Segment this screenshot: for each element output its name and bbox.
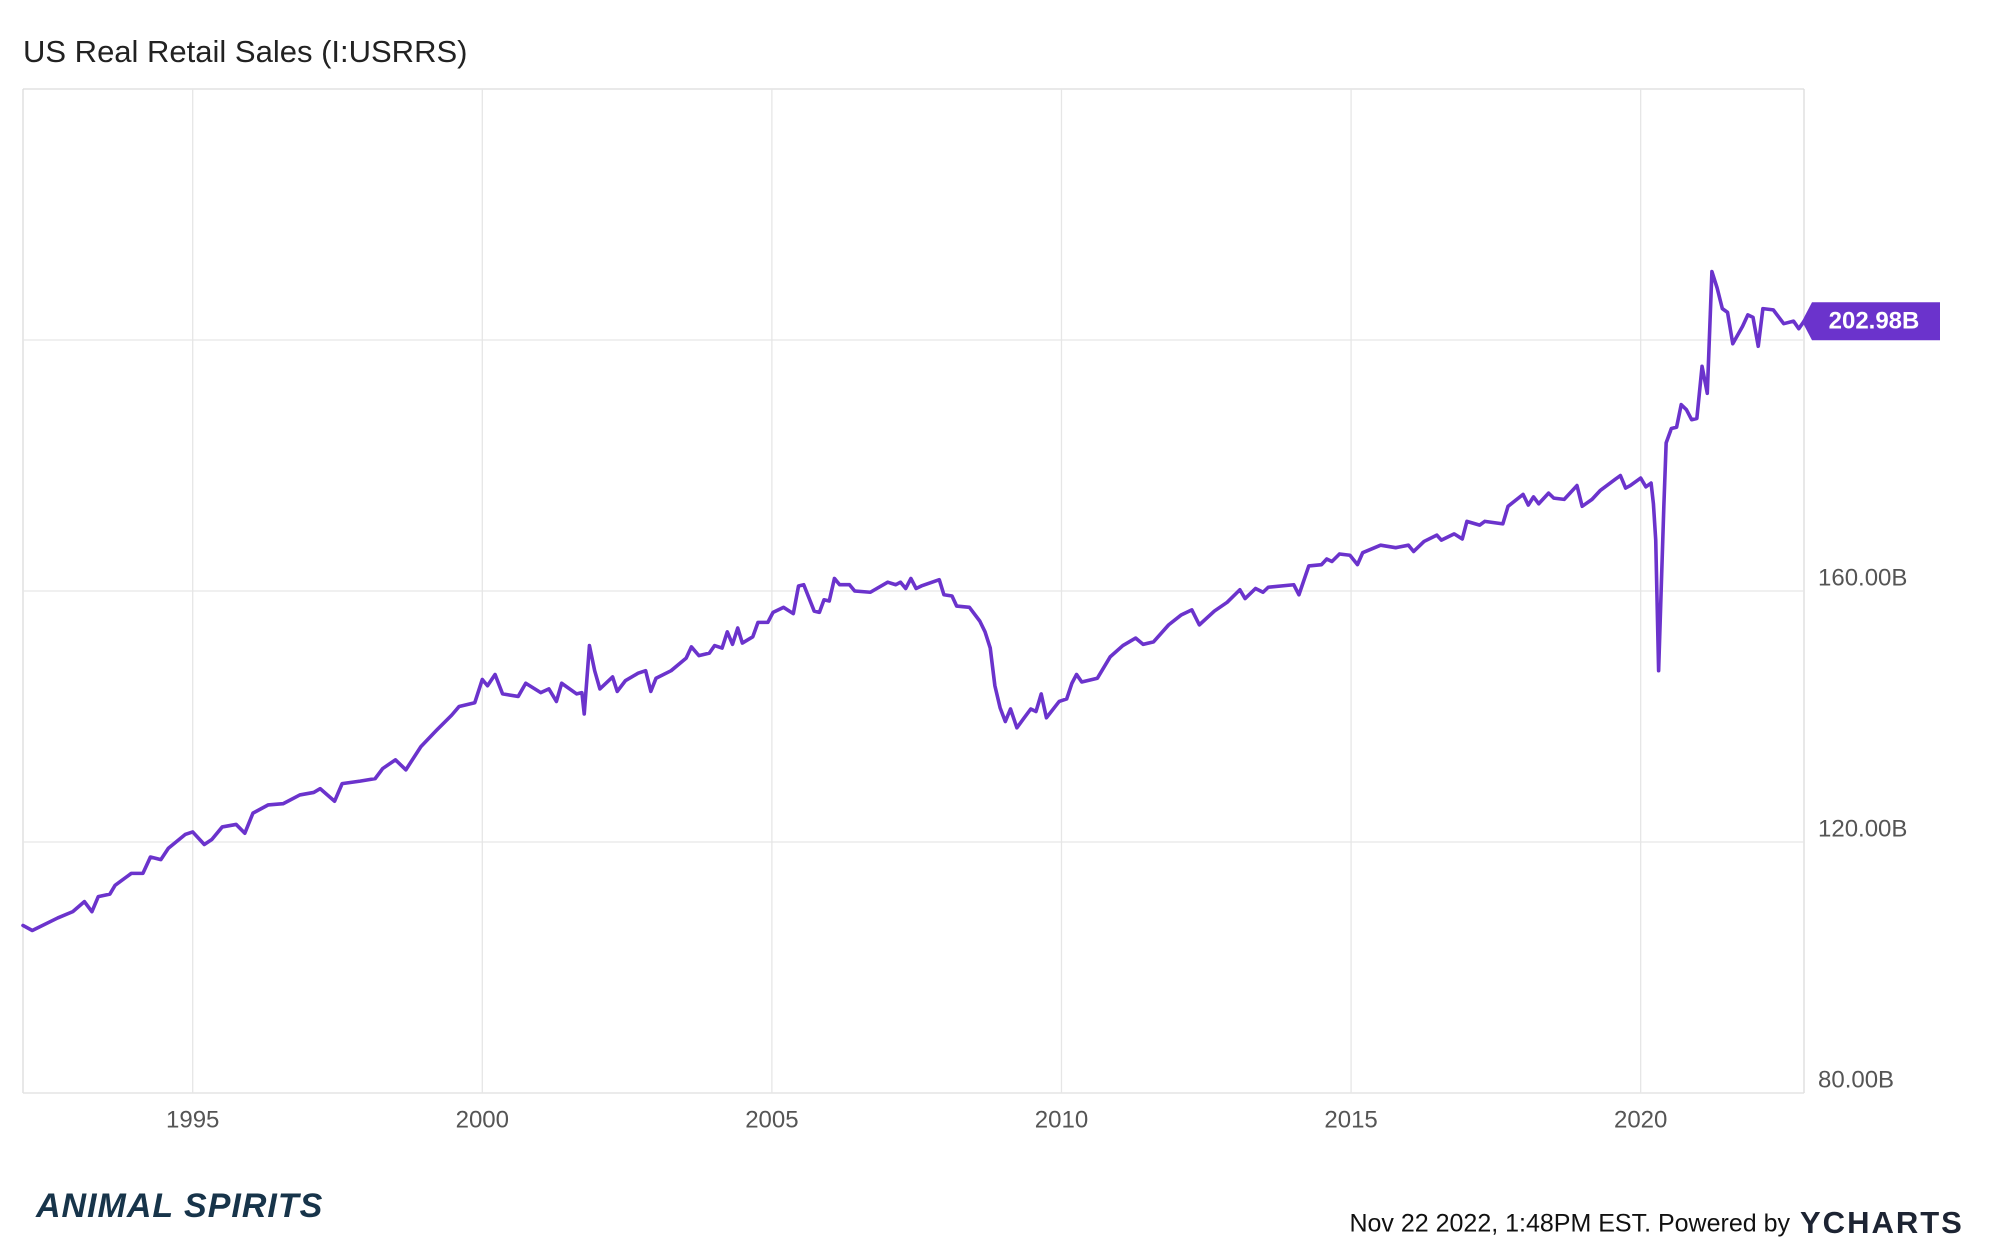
x-tick-label: 1995 [166, 1106, 219, 1133]
x-tick-label: 2010 [1035, 1106, 1088, 1133]
y-tick-label: 160.00B [1818, 564, 1907, 591]
watermark: ANIMAL SPIRITS [35, 1187, 323, 1225]
y-tick-label: 80.00B [1818, 1066, 1894, 1093]
last-value-badge [1802, 302, 1940, 341]
x-tick-label: 2000 [456, 1106, 509, 1133]
data-line [21, 269, 1806, 933]
brand-logo: YCHARTS [1800, 1205, 1964, 1240]
y-tick-label: 120.00B [1818, 815, 1907, 842]
x-tick-label: 2020 [1614, 1106, 1667, 1133]
x-tick-label: 2015 [1324, 1106, 1377, 1133]
last-value-label: 202.98B [1829, 308, 1920, 335]
timestamp: Nov 22 2022, 1:48PM EST. Powered by [1349, 1210, 1790, 1238]
chart-title: US Real Retail Sales (I:USRRS) [23, 34, 467, 69]
x-tick-label: 2005 [745, 1106, 798, 1133]
